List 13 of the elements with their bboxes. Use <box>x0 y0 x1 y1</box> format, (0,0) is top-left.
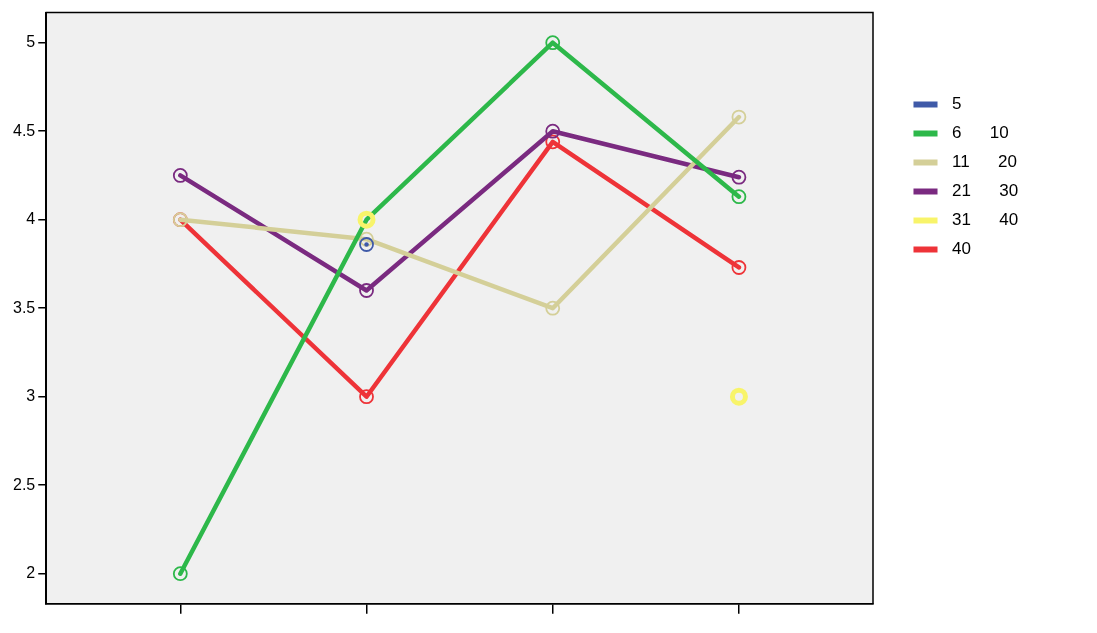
legend-label: 31 40 <box>942 210 1019 230</box>
legend-label: 21 30 <box>942 181 1019 201</box>
legend-label: 40 <box>942 239 971 259</box>
y-tick-label: 3 <box>26 387 36 405</box>
legend-label: 11 20 <box>942 152 1017 172</box>
legend-label: 5 <box>942 94 962 114</box>
y-tick-label: 4 <box>26 210 36 228</box>
y-tick-label: 4.5 <box>12 121 36 139</box>
legend-label: 6 10 <box>942 123 1009 143</box>
y-tick-label: 3.5 <box>12 298 36 316</box>
y-tick-label: 5 <box>26 33 36 51</box>
y-tick-label: 2.5 <box>12 475 36 493</box>
y-tick-label: 2 <box>26 564 36 582</box>
